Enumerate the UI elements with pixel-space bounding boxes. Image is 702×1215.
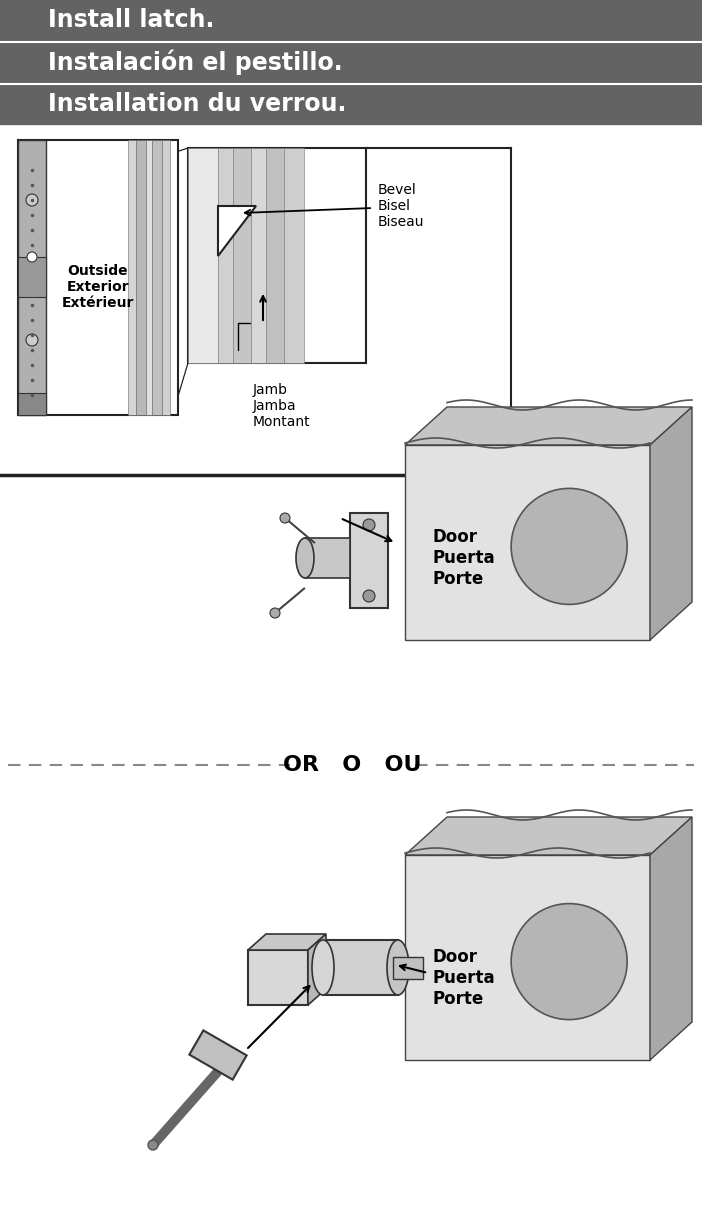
Bar [18,140,178,416]
Polygon shape [305,538,350,578]
Bar [350,513,388,608]
Circle shape [148,1140,158,1151]
Bar [218,148,233,363]
Polygon shape [405,407,692,445]
Bar [18,258,46,296]
Circle shape [363,519,375,531]
Bar [146,140,152,416]
Polygon shape [405,445,650,640]
Text: OR   O   OU: OR O OU [283,755,421,775]
Text: Outside
Exterior
Extérieur: Outside Exterior Extérieur [62,264,134,310]
Bar [266,148,284,363]
Bar [162,140,170,416]
Bar [233,148,251,363]
Text: Install latch.: Install latch. [48,9,214,32]
Polygon shape [405,816,692,855]
Polygon shape [650,407,692,640]
Bar [0,0,702,40]
Text: Instalación el pestillo.: Instalación el pestillo. [48,50,343,75]
Polygon shape [218,207,256,256]
Circle shape [280,513,290,522]
Polygon shape [650,816,692,1059]
Ellipse shape [312,940,334,995]
Ellipse shape [296,538,314,578]
Polygon shape [248,934,326,950]
Bar [18,140,46,416]
Bar [188,148,218,363]
Circle shape [27,252,37,262]
Bar [136,140,146,416]
Bar [18,392,46,416]
Polygon shape [248,950,308,1005]
Bar [323,940,398,995]
Polygon shape [393,956,423,978]
Polygon shape [308,934,326,1005]
Text: Door
Puerta
Porte: Door Puerta Porte [433,529,496,588]
Bar [0,84,702,124]
Text: Bevel
Bisel
Biseau: Bevel Bisel Biseau [378,183,425,230]
Circle shape [363,590,375,601]
Bar [251,148,266,363]
Polygon shape [405,855,650,1059]
Bar [0,126,702,1215]
Circle shape [511,904,627,1019]
Ellipse shape [387,940,409,995]
Bar [0,43,702,81]
Circle shape [511,488,627,604]
Bar [128,140,136,416]
Circle shape [26,194,38,207]
Circle shape [26,334,38,346]
Text: Jamb
Jamba
Montant: Jamb Jamba Montant [253,383,310,429]
Polygon shape [190,1030,246,1080]
Text: Door
Puerta
Porte: Door Puerta Porte [433,948,496,1007]
Bar [188,148,366,363]
Bar [152,140,162,416]
Text: Installation du verrou.: Installation du verrou. [48,92,346,115]
Bar [284,148,304,363]
Circle shape [270,608,280,618]
